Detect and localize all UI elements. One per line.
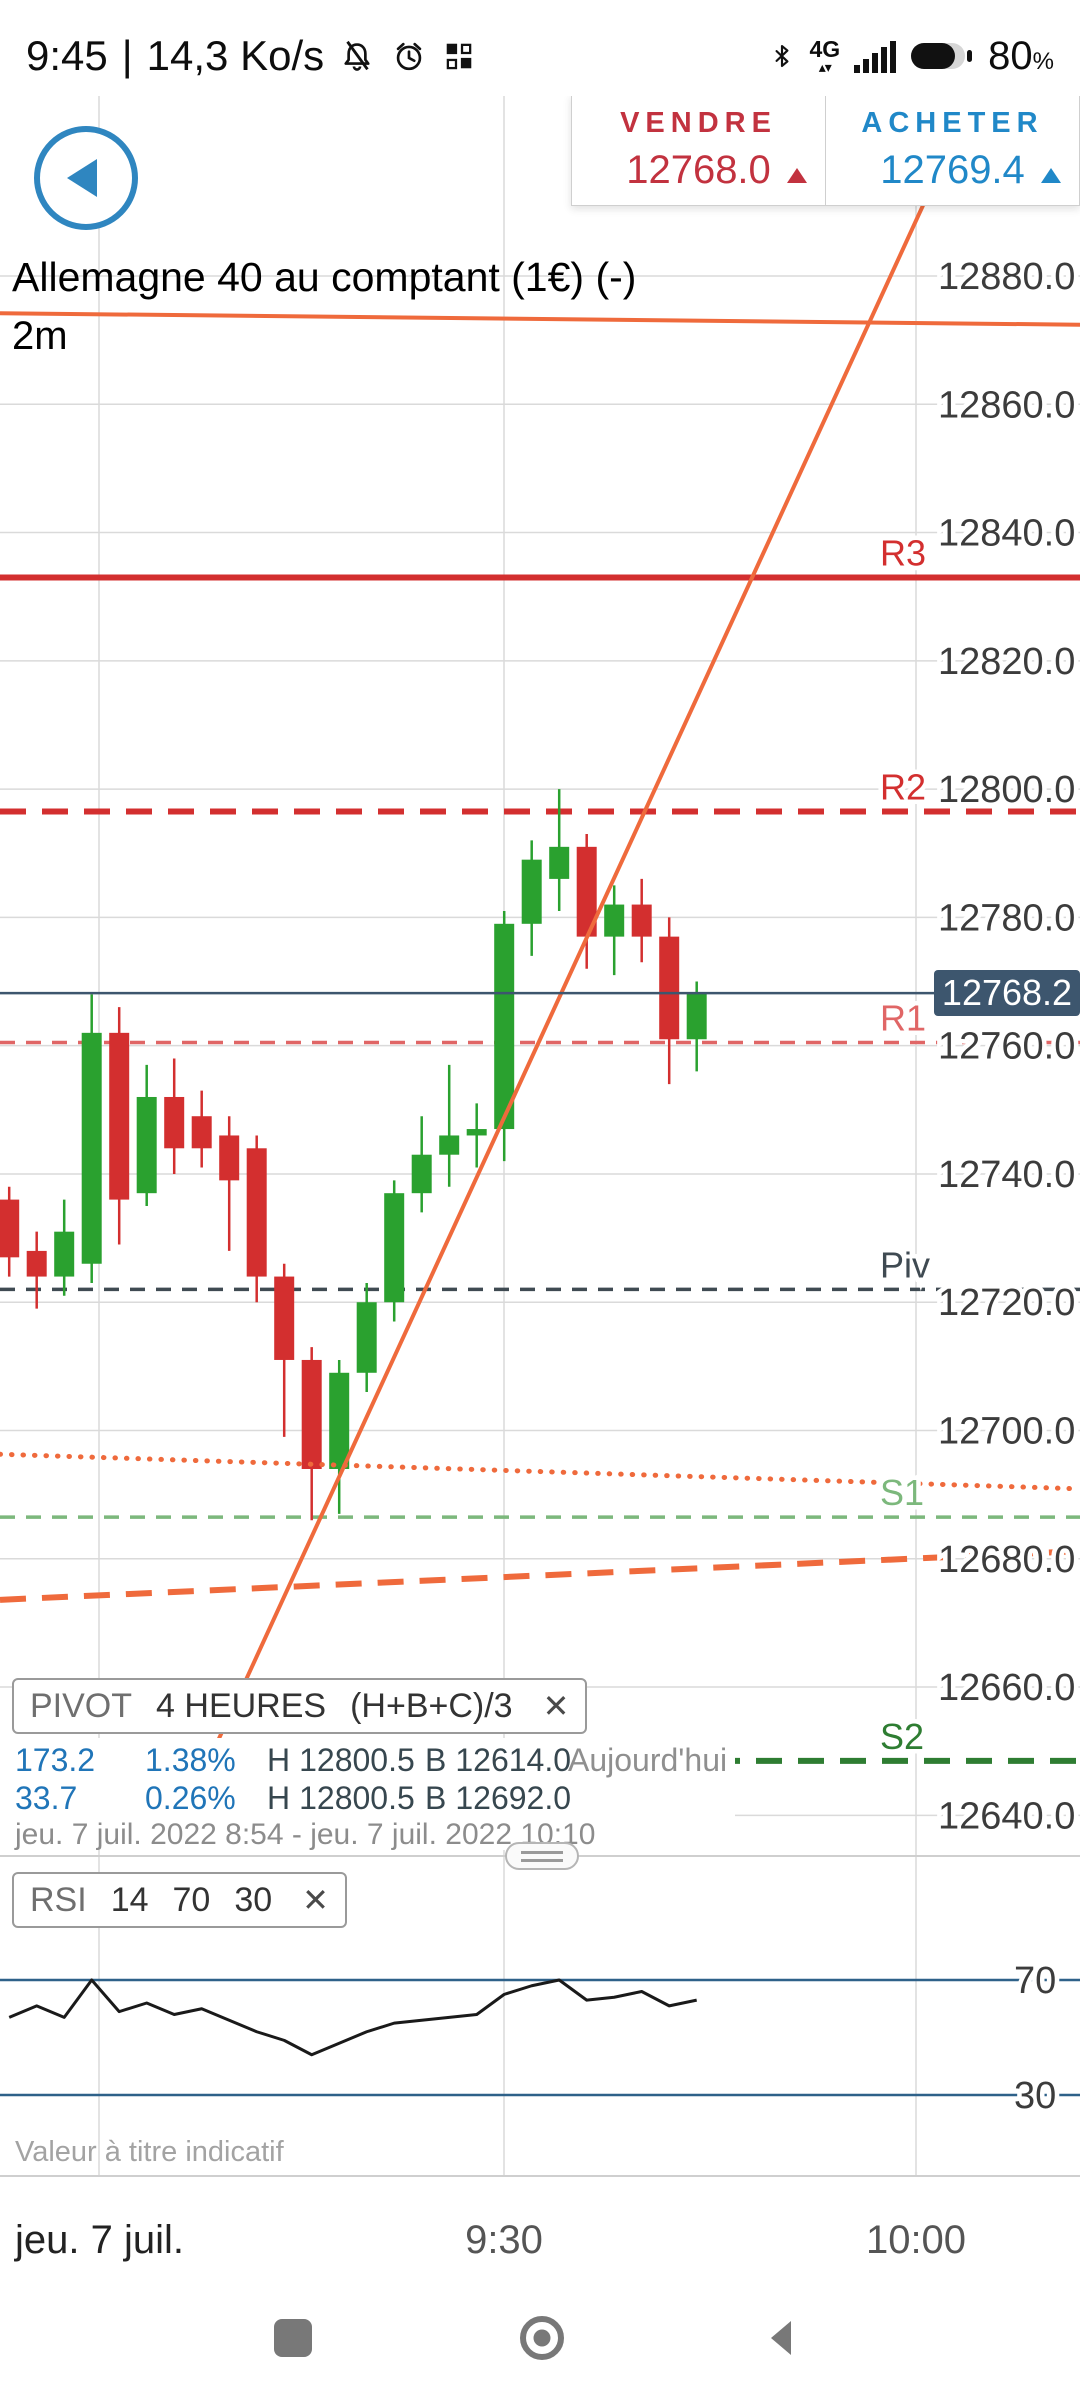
rsi-lower-setting: 30: [234, 1880, 273, 1919]
sell-label: VENDRE: [620, 107, 777, 139]
battery-percent: 80%: [988, 33, 1054, 78]
svg-text:12640.0: 12640.0: [938, 1795, 1075, 1837]
signal-strength-icon: [854, 41, 897, 73]
battery-icon: [911, 43, 973, 69]
svg-text:30: 30: [1014, 2075, 1056, 2117]
status-separator: |: [121, 32, 133, 79]
sell-tick-up-icon: [787, 168, 807, 183]
home-button[interactable]: [518, 2314, 566, 2362]
svg-text:12800.0: 12800.0: [938, 769, 1075, 811]
back-arrow-icon: [67, 159, 97, 197]
android-back-button[interactable]: [759, 2314, 807, 2362]
rsi-indicator-name: RSI: [30, 1880, 87, 1919]
pivot-indicator-box[interactable]: PIVOT 4 HEURES (H+B+C)/3 ✕: [12, 1678, 588, 1734]
timeframe-label: 2m: [12, 314, 68, 358]
pivot-formula: (H+B+C)/3: [350, 1686, 513, 1725]
network-type-label: 4G: [809, 36, 841, 62]
svg-text:12680.0: 12680.0: [938, 1539, 1075, 1581]
range-change-percent: 0.26%: [145, 1780, 236, 1816]
svg-text:12860.0: 12860.0: [938, 384, 1075, 426]
range-low: B 12692.0: [425, 1780, 572, 1816]
stats-row-today: 173.2 1.38% H 12800.5 B 12614.0 Aujourd'hu…: [0, 1742, 735, 1779]
clock: 9:45: [26, 32, 108, 79]
range-high: H 12800.5: [267, 1780, 415, 1816]
floating-window-icon: [446, 43, 472, 70]
day-low: B 12614.0: [425, 1742, 572, 1778]
svg-text:12780.0: 12780.0: [938, 897, 1075, 939]
rsi-period: 14: [110, 1880, 149, 1919]
pivot-period: 4 HEURES: [156, 1686, 327, 1725]
svg-text:12700.0: 12700.0: [938, 1411, 1075, 1453]
svg-text:12820.0: 12820.0: [938, 641, 1075, 683]
svg-text:12840.0: 12840.0: [938, 513, 1075, 555]
back-triangle-icon: [771, 2321, 791, 2355]
rsi-upper-setting: 70: [172, 1880, 211, 1919]
notifications-muted-icon: [344, 40, 370, 71]
rsi-close-button[interactable]: ✕: [302, 1882, 329, 1918]
svg-text:R3: R3: [880, 532, 926, 573]
pivot-close-button[interactable]: ✕: [542, 1688, 570, 1724]
alarm-icon: [396, 42, 422, 71]
buy-button[interactable]: ACHETER 12769.4: [826, 95, 1079, 205]
sell-price: 12768.0: [626, 148, 771, 192]
svg-text:12720.0: 12720.0: [938, 1282, 1075, 1324]
recents-icon: [274, 2319, 312, 2357]
svg-text:12660.0: 12660.0: [938, 1667, 1075, 1709]
status-left: 9:45 | 14,3 Ko/s: [26, 32, 476, 80]
back-button[interactable]: [34, 126, 138, 230]
x-axis-label-930: 9:30: [465, 2218, 543, 2262]
data-activity-arrows-icon: ▴▾: [818, 59, 832, 75]
trade-panel: VENDRE 12768.0 ACHETER 12769.4: [571, 94, 1080, 206]
svg-text:12740.0: 12740.0: [938, 1154, 1075, 1196]
range-change: 33.7: [15, 1780, 78, 1816]
x-axis-label-1000: 10:00: [865, 2218, 967, 2262]
panel-resize-handle[interactable]: [505, 1842, 579, 1870]
day-high: H 12800.5: [267, 1742, 415, 1778]
sell-button[interactable]: VENDRE 12768.0: [572, 95, 826, 205]
stats-row-range: 33.7 0.26% H 12800.5 B 12692.0: [0, 1780, 735, 1817]
network-type-indicator: 4G ▴▾: [809, 36, 841, 75]
svg-text:S1: S1: [880, 1472, 924, 1513]
status-right: 4G ▴▾ 80%: [769, 34, 1054, 79]
day-change: 173.2: [15, 1742, 96, 1778]
rsi-indicator-box[interactable]: RSI 14 70 30 ✕: [12, 1872, 347, 1928]
android-navigation-bar: [0, 2276, 1080, 2400]
buy-price: 12769.4: [880, 148, 1025, 192]
buy-label: ACHETER: [861, 107, 1044, 139]
buy-tick-up-icon: [1041, 168, 1061, 183]
chart-stats-panel: 173.2 1.38% H 12800.5 B 12614.0 Aujourd'hu…: [0, 1738, 735, 1851]
svg-text:12880.0: 12880.0: [938, 256, 1075, 298]
svg-text:70: 70: [1014, 1960, 1056, 2002]
home-icon: [520, 2316, 564, 2360]
svg-text:R1: R1: [880, 997, 926, 1038]
network-speed: 14,3 Ko/s: [146, 32, 325, 79]
instrument-title: Allemagne 40 au comptant (1€) (-): [12, 254, 637, 300]
day-change-percent: 1.38%: [145, 1742, 236, 1778]
indicative-value-disclaimer: Valeur à titre indicatif: [15, 2136, 284, 2168]
status-bar: 9:45 | 14,3 Ko/s 4G ▴▾: [0, 0, 1080, 96]
current-price-badge: 12768.2: [934, 970, 1080, 1016]
pivot-indicator-name: PIVOT: [30, 1686, 133, 1725]
svg-text:S2: S2: [880, 1716, 924, 1757]
visible-date-range: jeu. 7 juil. 2022 8:54 - jeu. 7 juil. 20…: [15, 1818, 596, 1851]
stats-scope-label: Aujourd'hui: [568, 1742, 728, 1778]
recents-button[interactable]: [269, 2314, 317, 2362]
svg-text:Piv: Piv: [880, 1244, 930, 1285]
svg-text:12760.0: 12760.0: [938, 1026, 1075, 1068]
x-axis-label-day: jeu. 7 juil.: [15, 2218, 184, 2262]
svg-text:R2: R2: [880, 767, 926, 808]
bluetooth-icon: [775, 44, 789, 68]
